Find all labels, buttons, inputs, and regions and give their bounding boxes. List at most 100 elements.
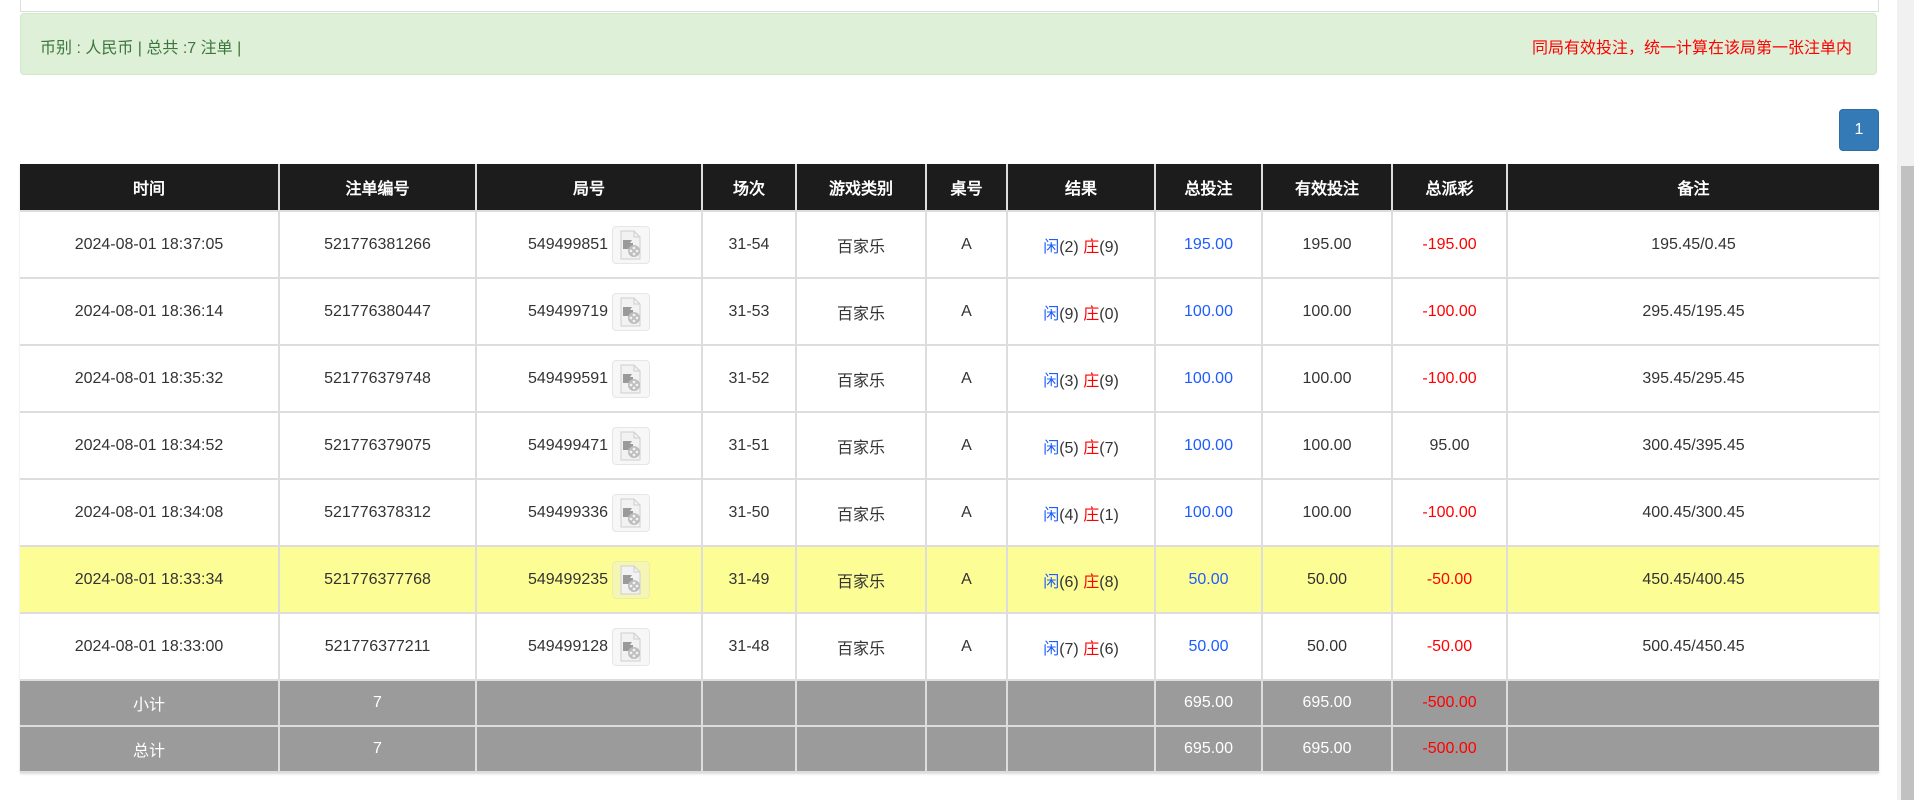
cell-note: 450.45/400.45: [1506, 545, 1879, 614]
scrollbar-thumb[interactable]: [1901, 166, 1914, 800]
cell-time: 2024-08-01 18:35:32: [20, 344, 280, 413]
cell-game-text: 百家乐: [836, 640, 885, 658]
video-replay-icon[interactable]: [612, 225, 651, 264]
table-row: 2024-08-01 18:34:08 521776378312 5494993…: [20, 478, 1879, 547]
player-score: (2): [1059, 238, 1079, 256]
cell-payout: -50.00: [1391, 545, 1508, 614]
banker-label: 庄: [1083, 238, 1100, 256]
player-label: 闲: [1043, 573, 1060, 591]
cell-round-text: 549499336: [527, 503, 609, 521]
total-payout-text: -500.00: [1422, 740, 1477, 757]
cell-time-text: 2024-08-01 18:33:00: [74, 637, 224, 655]
cell-time: 2024-08-01 18:33:34: [20, 545, 280, 614]
cell-payout-text: -50.00: [1426, 637, 1473, 655]
cell-total-bet: 100.00: [1154, 344, 1263, 413]
cell-valid-bet: 195.00: [1261, 210, 1393, 279]
banker-label: 庄: [1083, 372, 1100, 390]
cell-bet-id-text: 521776378312: [324, 503, 431, 521]
header-total-bet: 总投注: [1154, 164, 1263, 211]
empty-cell: [795, 679, 927, 727]
header-session: 场次: [701, 164, 797, 211]
cell-table: A: [925, 344, 1008, 413]
header-result: 结果: [1006, 164, 1156, 211]
player-label: 闲: [1043, 640, 1060, 658]
player-score: (4): [1059, 506, 1079, 524]
player-label: 闲: [1043, 506, 1060, 524]
cell-game-text: 百家乐: [836, 238, 885, 256]
pagination-page-1[interactable]: 1: [1839, 109, 1879, 151]
cell-payout: -195.00: [1391, 210, 1508, 279]
video-replay-icon[interactable]: [612, 292, 651, 331]
empty-cell: [1506, 679, 1879, 727]
cell-note: 400.45/300.45: [1506, 478, 1879, 547]
video-replay-icon[interactable]: [612, 627, 651, 666]
video-replay-icon[interactable]: [612, 426, 651, 465]
cell-table-text: A: [961, 503, 972, 521]
total-label: 总计: [20, 725, 280, 773]
subtotal-label-text: 小计: [132, 697, 165, 714]
header-round: 局号: [475, 164, 703, 211]
cell-game: 百家乐: [795, 210, 927, 279]
cell-note-text: 295.45/195.45: [1642, 302, 1745, 320]
cell-round: 549499336: [475, 478, 703, 547]
cell-total-bet: 100.00: [1154, 411, 1263, 480]
cell-time-text: 2024-08-01 18:34:08: [74, 503, 224, 521]
cell-game: 百家乐: [795, 344, 927, 413]
cell-time-text: 2024-08-01 18:36:14: [74, 302, 224, 320]
cell-result: 闲(6) 庄(8): [1006, 545, 1156, 614]
cell-table-text: A: [961, 436, 972, 454]
header-time: 时间: [20, 164, 280, 211]
subtotal-valid-bet: 695.00: [1261, 679, 1393, 727]
cell-table: A: [925, 612, 1008, 681]
cell-bet-id-text: 521776379748: [324, 369, 431, 387]
video-replay-icon[interactable]: [612, 359, 651, 398]
cell-total-bet-text: 100.00: [1184, 302, 1233, 320]
cell-bet-id-text: 521776381266: [324, 235, 431, 253]
cell-bet-id-text: 521776377768: [324, 570, 431, 588]
cell-payout: -50.00: [1391, 612, 1508, 681]
empty-cell: [1006, 679, 1156, 727]
cell-bet-id-text: 521776380447: [324, 302, 431, 320]
cell-time: 2024-08-01 18:34:52: [20, 411, 280, 480]
cell-payout-text: -195.00: [1422, 235, 1477, 253]
cell-result: 闲(9) 庄(0): [1006, 277, 1156, 346]
cell-note-text: 400.45/300.45: [1642, 503, 1745, 521]
player-score: (6): [1059, 573, 1079, 591]
cell-time-text: 2024-08-01 18:34:52: [74, 436, 224, 454]
table-header-row: 时间 注单编号 局号 场次 游戏类别 桌号 结果 总投注 有效投注 总派彩 备注: [20, 164, 1879, 211]
cell-session: 31-54: [701, 210, 797, 279]
table-row: 2024-08-01 18:37:05 521776381266 5494998…: [20, 210, 1879, 279]
player-score: (7): [1059, 640, 1079, 658]
total-row: 总计 7 695.00 695.00 -500.00: [20, 725, 1879, 773]
subtotal-total-bet-text: 695.00: [1184, 694, 1233, 711]
cell-payout-text: 95.00: [1429, 436, 1470, 454]
empty-cell: [475, 679, 703, 727]
cell-valid-bet-text: 195.00: [1302, 235, 1352, 253]
cell-bet-id: 521776378312: [278, 478, 477, 547]
video-replay-icon[interactable]: [612, 560, 651, 599]
cell-payout-text: -50.00: [1426, 570, 1473, 588]
cell-bet-id: 521776381266: [278, 210, 477, 279]
cell-note: 195.45/0.45: [1506, 210, 1879, 279]
cell-total-bet-text: 50.00: [1188, 637, 1229, 655]
player-label: 闲: [1043, 439, 1060, 457]
player-label: 闲: [1043, 372, 1060, 390]
cell-table-text: A: [961, 637, 972, 655]
cell-table-text: A: [961, 235, 972, 253]
cell-note: 295.45/195.45: [1506, 277, 1879, 346]
cell-game-text: 百家乐: [836, 439, 885, 457]
cell-game: 百家乐: [795, 478, 927, 547]
table-row: 2024-08-01 18:33:34 521776377768 5494992…: [20, 545, 1879, 614]
cell-bet-id: 521776379075: [278, 411, 477, 480]
table-row: 2024-08-01 18:36:14 521776380447 5494997…: [20, 277, 1879, 346]
cell-valid-bet: 100.00: [1261, 478, 1393, 547]
cell-session-text: 31-50: [728, 503, 770, 521]
subtotal-payout: -500.00: [1391, 679, 1508, 727]
cell-session-text: 31-48: [728, 637, 770, 655]
video-replay-icon[interactable]: [612, 493, 651, 532]
cell-time-text: 2024-08-01 18:33:34: [74, 570, 224, 588]
cell-note-text: 395.45/295.45: [1642, 369, 1745, 387]
cell-time: 2024-08-01 18:37:05: [20, 210, 280, 279]
cell-payout-text: -100.00: [1422, 369, 1477, 387]
cell-note: 300.45/395.45: [1506, 411, 1879, 480]
